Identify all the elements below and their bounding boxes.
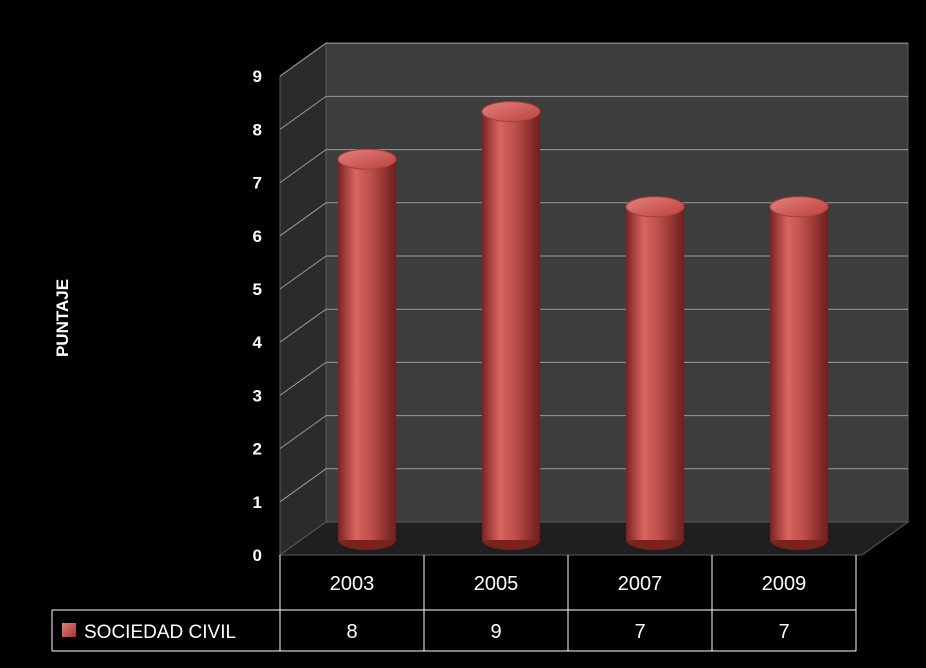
x-tick-label: 2005 (474, 573, 519, 595)
side-wall (279, 42, 327, 556)
legend-key (62, 623, 76, 637)
table-value: 9 (490, 621, 501, 643)
y-axis-ticks: 0 1 2 3 4 5 6 7 8 9 (253, 67, 263, 565)
bar (769, 196, 829, 550)
y-tick-label: 2 (253, 440, 262, 459)
gridline-side (279, 255, 327, 290)
bar (625, 196, 685, 550)
table-values: 8 9 7 7 (346, 621, 789, 643)
x-tick-label: 2003 (330, 573, 375, 595)
y-tick-label: 5 (253, 280, 262, 299)
x-tick-label: 2009 (762, 573, 807, 595)
gridline-side (279, 42, 327, 77)
table-value: 7 (634, 621, 645, 643)
floor (278, 521, 910, 556)
bars (337, 101, 829, 550)
y-tick-label: 1 (253, 493, 262, 512)
gridline-side (279, 202, 327, 237)
y-tick-label: 7 (253, 174, 262, 193)
category-labels: 2003 2005 2007 2009 (330, 573, 807, 595)
y-tick-label: 8 (253, 120, 262, 139)
gridline-side (279, 149, 327, 184)
x-tick-label: 2007 (618, 573, 663, 595)
bar (481, 101, 541, 550)
gridline-side (279, 95, 327, 130)
table-grid (51, 555, 857, 652)
table-value: 7 (778, 621, 789, 643)
y-tick-label: 9 (253, 67, 262, 86)
gridline-side (279, 415, 327, 450)
y-tick-label: 6 (253, 227, 262, 246)
data-table: SOCIEDAD CIVIL 2003 2005 2007 2009 8 9 7 7 (51, 555, 857, 652)
bar (337, 148, 397, 550)
gridline-side (279, 308, 327, 343)
gridline-side (279, 468, 327, 503)
y-tick-label: 4 (253, 333, 263, 352)
y-tick-label: 3 (253, 386, 262, 405)
series-label: SOCIEDAD CIVIL (84, 622, 236, 643)
gridline-side (279, 361, 327, 396)
y-tick-label: 0 (253, 546, 262, 565)
table-value: 8 (346, 621, 357, 643)
y-axis-label: PUNTAJE (53, 279, 72, 357)
